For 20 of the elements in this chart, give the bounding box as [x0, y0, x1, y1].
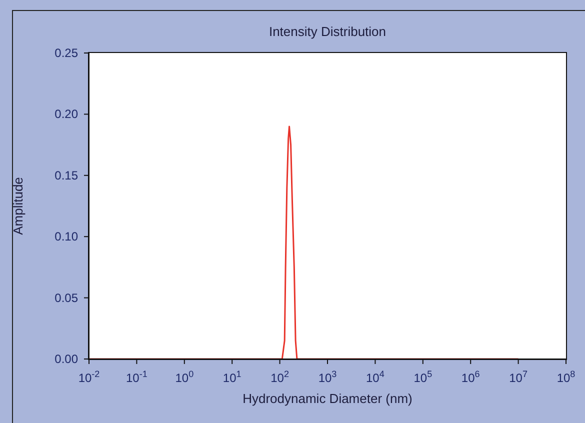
y-tick-label: 0.15 — [54, 168, 78, 182]
chart-title: Intensity Distribution — [268, 24, 388, 39]
y-tick-label: 0.05 — [54, 290, 78, 305]
x-tick-label: 10$^{7}$ — [509, 369, 528, 385]
y-tick-label: 0.00 — [54, 352, 78, 366]
x-tick-label: 10$^{8}$ — [556, 369, 576, 385]
x-axis-title: Hydrodynamic Diameter (nm) — [242, 391, 412, 406]
y-axis-title: Amplitude — [10, 177, 26, 235]
x-tick-label: 10$^{4}$ — [366, 369, 384, 385]
y-tick-label: 0.10 — [54, 230, 78, 244]
x-tick-label: 10$^{0}$ — [175, 369, 194, 385]
y-tick-label: 0.20 — [54, 107, 78, 122]
x-tick-label: 10$^{5}$ — [414, 369, 432, 385]
x-tick-label: 10$^{6}$ — [461, 369, 480, 385]
x-tick-label: 10$^{2}$ — [270, 369, 289, 385]
x-tick-label: 10$^{-2}$ — [78, 369, 100, 385]
x-tick-label: 10$^{3}$ — [318, 369, 337, 385]
y-tick-label: 0.25 — [54, 46, 78, 60]
x-tick-label: 10$^{1}$ — [222, 369, 242, 385]
x-tick-label: 10$^{-1}$ — [126, 369, 148, 385]
